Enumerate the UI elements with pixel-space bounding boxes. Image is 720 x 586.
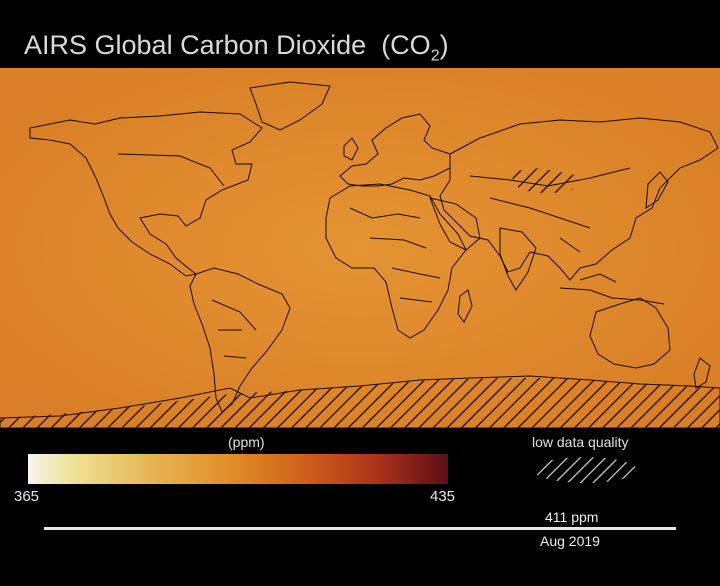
africa-borders: [349, 207, 441, 303]
map-title: AIRS Global Carbon Dioxide (CO2): [24, 30, 449, 65]
new-zealand-outline: [693, 357, 711, 389]
europe-outline: [339, 113, 451, 187]
south-america-outline: [189, 267, 291, 413]
uk-outline: [343, 137, 359, 161]
colorbar-unit-label: (ppm): [228, 434, 265, 450]
co2-world-map: [0, 68, 720, 428]
timeline-bar: [44, 527, 676, 530]
canada-border: [117, 153, 225, 187]
colorbar-min-label: 365: [14, 488, 40, 505]
title-formula-subscript: 2: [430, 47, 440, 65]
low-data-quality-swatch: [530, 456, 640, 484]
low-data-quality-label: low data quality: [532, 434, 629, 450]
australia-outline: [589, 297, 671, 369]
map-background: [0, 68, 720, 428]
africa-outline: [325, 183, 467, 339]
greenland-outline: [249, 81, 331, 131]
arabia-outline: [429, 197, 481, 251]
date-readout: Aug 2019: [540, 533, 600, 549]
low-quality-region-asia: [508, 168, 580, 194]
india-outline: [499, 227, 537, 291]
colorbar-max-label: 435: [430, 488, 456, 505]
south-america-borders: [211, 299, 257, 359]
ppm-readout: 411 ppm: [545, 509, 599, 525]
title-text: AIRS Global Carbon Dioxide: [24, 30, 367, 60]
title-formula-suffix: ): [439, 30, 449, 60]
low-quality-region-antarctica: [0, 378, 720, 428]
asia-outline: [439, 117, 719, 281]
madagascar-outline: [457, 289, 473, 323]
title-formula-prefix: (CO: [381, 30, 431, 60]
colorbar: [28, 454, 448, 484]
antarctica-outline: [0, 375, 720, 428]
japan-outline: [645, 171, 669, 209]
north-america-outline: [29, 111, 263, 277]
indonesia-outline: [559, 273, 665, 305]
